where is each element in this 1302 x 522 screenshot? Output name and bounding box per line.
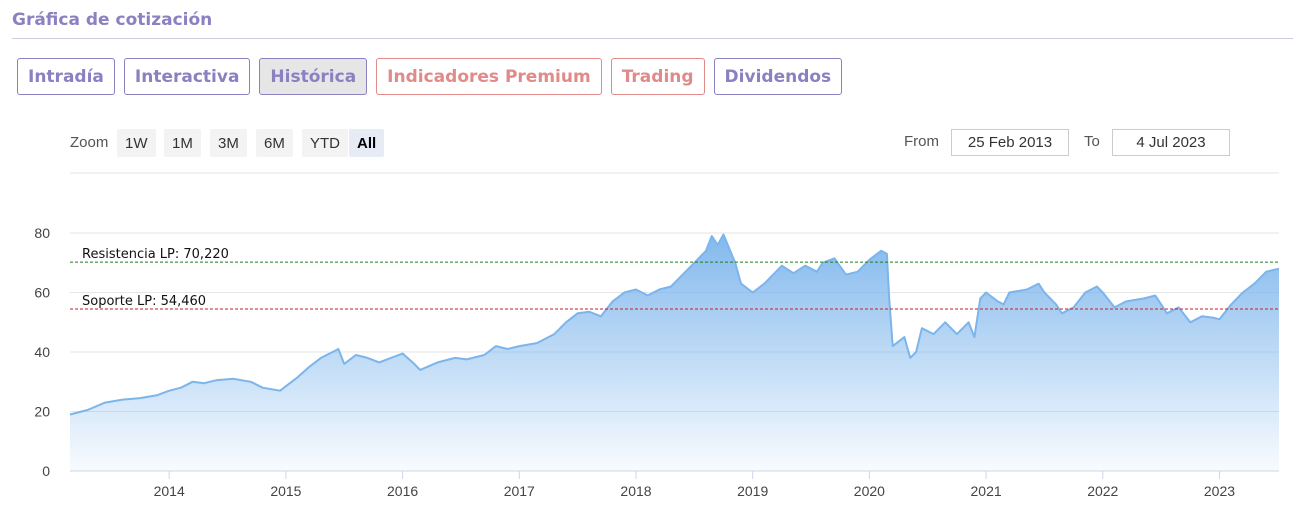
zoom-ytd-button[interactable]: YTD bbox=[302, 129, 348, 157]
x-tick-label: 2014 bbox=[154, 483, 185, 499]
zoom-1w-button[interactable]: 1W bbox=[117, 129, 156, 157]
y-tick-label: 0 bbox=[42, 463, 50, 479]
y-tick-label: 20 bbox=[34, 404, 50, 420]
x-tick-label: 2022 bbox=[1087, 483, 1118, 499]
x-tick-label: 2021 bbox=[971, 483, 1002, 499]
x-tick-label: 2020 bbox=[854, 483, 885, 499]
x-tick-label: 2018 bbox=[620, 483, 651, 499]
support-label: Soporte LP: 54,460 bbox=[82, 294, 206, 309]
tab-interactiva[interactable]: Interactiva bbox=[123, 58, 251, 95]
x-tick-label: 2016 bbox=[387, 483, 418, 499]
title-divider bbox=[12, 38, 1293, 39]
x-tick-label: 2017 bbox=[504, 483, 535, 499]
zoom-3m-button[interactable]: 3M bbox=[210, 129, 247, 157]
zoom-6m-button[interactable]: 6M bbox=[256, 129, 293, 157]
x-tick-label: 2015 bbox=[270, 483, 301, 499]
zoom-label: Zoom bbox=[70, 134, 109, 151]
x-tick-label: 2019 bbox=[737, 483, 768, 499]
tab-indicadores-premium[interactable]: Indicadores Premium bbox=[376, 58, 602, 95]
zoom-1m-button[interactable]: 1M bbox=[164, 129, 201, 157]
x-tick-label: 2023 bbox=[1204, 483, 1235, 499]
tab-historica[interactable]: Histórica bbox=[259, 58, 368, 95]
zoom-all-button[interactable]: All bbox=[349, 129, 385, 157]
range-to-label: To bbox=[1084, 133, 1100, 150]
y-tick-label: 60 bbox=[34, 285, 50, 301]
range-from-label: From bbox=[904, 133, 939, 150]
range-from-input[interactable] bbox=[951, 129, 1069, 156]
tab-dividendos[interactable]: Dividendos bbox=[713, 58, 843, 95]
y-tick-label: 40 bbox=[34, 344, 50, 360]
page-title: Gráfica de cotización bbox=[12, 10, 213, 30]
tab-trading[interactable]: Trading bbox=[610, 58, 705, 95]
chart-tabs: Intradía Interactiva Histórica Indicador… bbox=[17, 58, 843, 95]
resistance-label: Resistencia LP: 70,220 bbox=[82, 247, 229, 262]
price-line bbox=[69, 233, 1280, 416]
y-tick-label: 80 bbox=[34, 225, 50, 241]
price-area-fill bbox=[70, 234, 1279, 471]
tab-intradia[interactable]: Intradía bbox=[17, 58, 115, 95]
range-to-input[interactable] bbox=[1112, 129, 1230, 156]
